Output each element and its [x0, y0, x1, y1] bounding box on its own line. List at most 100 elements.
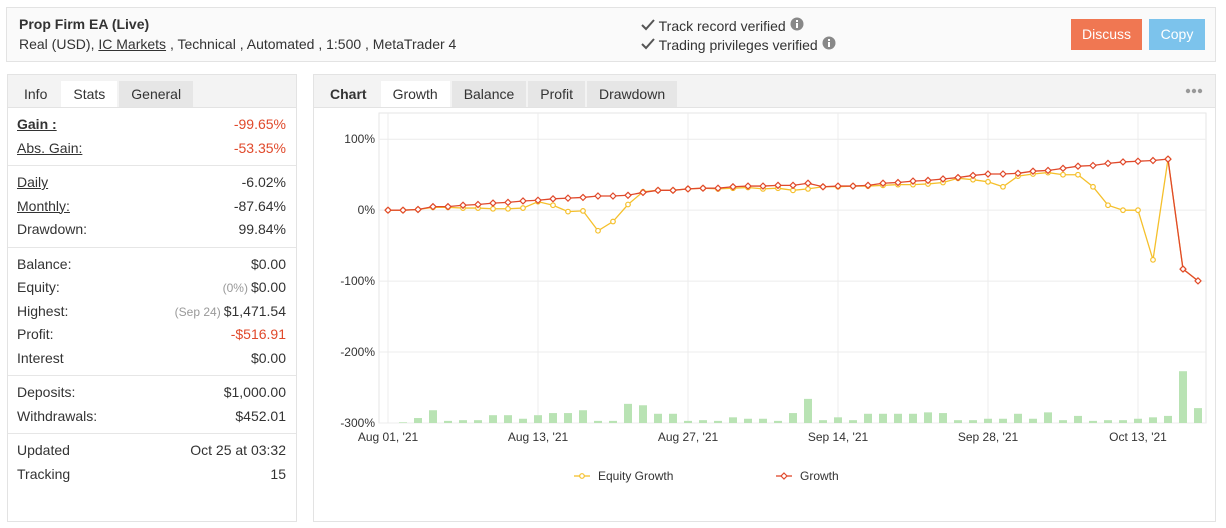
stat-value-wrap: $452.01 [235, 405, 286, 429]
tab[interactable]: Drawdown [586, 81, 678, 107]
stat-value: $452.01 [235, 407, 286, 424]
stat-value: $1,471.54 [223, 302, 286, 319]
info-icon[interactable] [822, 36, 836, 50]
point [639, 188, 647, 197]
stat-value-wrap: 99.84% [239, 218, 286, 242]
stats-section: Updated Oct 25 at 03:32 Tracking 15 [8, 434, 296, 491]
tab[interactable]: Stats [61, 81, 118, 107]
bar [549, 413, 557, 423]
stats-row: Drawdown: 99.84% [8, 218, 296, 242]
stat-label: Drawdown: [17, 221, 88, 237]
broker-link[interactable]: IC Markets [98, 36, 167, 52]
stats-section: Balance: $0.00 Equity: (0%) $0.00 Highest: (Se… [8, 248, 296, 376]
point [774, 181, 782, 190]
point [1089, 161, 1097, 170]
stats-row: Profit: -$516.91 [8, 323, 296, 347]
point [565, 208, 571, 215]
stat-value-wrap: $0.00 [251, 347, 286, 371]
ea-details: Real (USD), IC Markets , Technical , Aut… [19, 36, 456, 52]
bar [1029, 418, 1037, 423]
y-tick-label: -100% [340, 274, 375, 288]
bar [624, 403, 632, 423]
point [1090, 183, 1096, 190]
bar [1164, 415, 1172, 423]
point [520, 205, 526, 211]
point [474, 200, 482, 209]
point [1194, 277, 1202, 285]
bar [519, 418, 527, 423]
copy-button[interactable]: Copy [1149, 19, 1205, 50]
stats-row: Withdrawals: $452.01 [8, 405, 296, 429]
stat-value-wrap: (0%) $0.00 [223, 276, 286, 300]
stat-label[interactable]: Monthly: [17, 197, 70, 214]
point [490, 205, 496, 212]
tab[interactable]: Balance [451, 81, 527, 107]
stat-label: Profit: [17, 326, 54, 342]
bar [939, 413, 947, 423]
point [939, 175, 947, 183]
point [759, 182, 767, 190]
stat-label[interactable]: Gain : [17, 116, 57, 132]
point [625, 201, 631, 208]
stat-label[interactable]: Daily [17, 174, 49, 190]
point [999, 170, 1007, 178]
tab[interactable]: Info [24, 86, 48, 102]
verified-text: Track record verified [658, 18, 786, 34]
chart: 100% 0% -100% -200% -300%Aug 01, '21 Aug 13, … [340, 112, 1207, 483]
bar [789, 413, 797, 423]
tab[interactable]: Growth [380, 81, 450, 107]
stat-value: -87.64% [233, 197, 286, 214]
plot-area [378, 112, 1207, 424]
stat-value-wrap: -6.02% [242, 171, 286, 195]
point [550, 202, 556, 209]
more-icon[interactable] [1185, 88, 1203, 94]
bar [1119, 420, 1127, 423]
point [399, 206, 407, 215]
info-icon[interactable] [790, 17, 804, 31]
check-icon [641, 19, 655, 31]
stat-label: Balance: [17, 255, 72, 272]
stats-row: Equity: (0%) $0.00 [8, 276, 296, 300]
point [580, 207, 586, 214]
point [879, 179, 887, 188]
bar [609, 420, 617, 423]
point [624, 191, 632, 200]
stat-value: -$516.91 [230, 326, 286, 342]
point [489, 199, 497, 207]
stat-value-wrap: -87.64% [234, 195, 286, 219]
point [984, 170, 992, 178]
bar [504, 415, 512, 423]
point [384, 206, 392, 215]
tab[interactable]: Profit [528, 81, 585, 107]
point [924, 176, 932, 185]
stat-value: -53.35% [233, 139, 286, 156]
stat-label: Deposits: [17, 384, 76, 400]
y-tick-label: 0% [358, 203, 376, 217]
point [654, 186, 662, 195]
verified-item: Track record verified [641, 17, 804, 34]
stat-value: -6.02% [241, 174, 286, 190]
discuss-button[interactable]: Discuss [1071, 19, 1142, 50]
bar [1044, 412, 1052, 423]
check-icon [641, 38, 655, 50]
stats-section: Daily -6.02% Monthly: -87.64% Drawdown: 99.84… [8, 166, 296, 248]
bar [714, 420, 722, 423]
stat-label: Interest [17, 349, 64, 366]
x-tick-label: Oct 13, '21 [1109, 430, 1167, 444]
bar [999, 418, 1007, 423]
tab[interactable]: General [119, 81, 194, 107]
bar [399, 422, 407, 423]
bar [1089, 420, 1097, 423]
stats-row: Interest $0.00 [8, 347, 296, 371]
point [1075, 171, 1081, 178]
point [579, 193, 587, 202]
stat-value: 15 [270, 465, 286, 482]
stat-value: $0.00 [250, 349, 286, 366]
y-tick-label: 100% [344, 132, 375, 146]
point [505, 205, 511, 212]
stat-label[interactable]: Abs. Gain: [17, 139, 83, 156]
bar [849, 420, 857, 423]
bar [684, 420, 692, 423]
stat-value: 99.84% [238, 221, 286, 237]
stat-label: Equity: [17, 279, 60, 295]
